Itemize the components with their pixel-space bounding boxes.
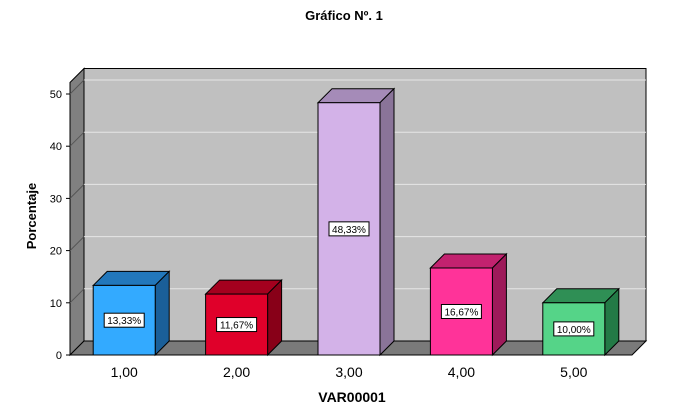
bar-side: [154, 270, 170, 357]
bar-side: [379, 87, 395, 357]
bar-side: [267, 278, 283, 357]
y-tick-label: 20: [50, 246, 62, 258]
bar: 11,67%: [204, 278, 283, 357]
bar: 13,33%: [91, 270, 171, 357]
y-tick-label: 40: [50, 141, 62, 153]
bar: 16,67%: [429, 252, 508, 357]
data-label-box: [103, 312, 145, 328]
y-tick-label: 50: [50, 89, 62, 101]
x-tick-label: 4,00: [448, 364, 475, 380]
grid-line-wall: [69, 288, 85, 304]
chart-title: Gráfico Nº. 1: [305, 8, 383, 23]
x-axis-ticks: 1,00 2,00 3,00 4,00 5,00: [111, 364, 588, 380]
grid-line-wall: [69, 184, 85, 199]
x-tick-label: 5,00: [560, 364, 587, 380]
bar: 48,33%: [316, 87, 396, 357]
grid-line-wall: [69, 79, 85, 95]
y-tick-label: 30: [50, 193, 62, 205]
y-axis-ticks: 0 10 20 30 40 50: [50, 89, 70, 362]
x-tick-label: 1,00: [111, 364, 138, 380]
y-tick-label: 10: [50, 298, 62, 310]
y-axis-label: Porcentaje: [24, 183, 39, 249]
bars: 13,33% 11,67% 48,33% 16,67% 10,00%: [91, 87, 621, 357]
data-label-box: [216, 317, 258, 333]
x-tick-label: 2,00: [223, 364, 250, 380]
data-label: 48,33%: [332, 225, 366, 236]
data-label-box: [440, 303, 482, 319]
plot-left-wall: [69, 67, 85, 357]
data-label: 11,67%: [220, 321, 253, 332]
data-label-box: [553, 321, 595, 337]
grid-line-wall: [69, 236, 85, 251]
y-tick-label: 0: [56, 350, 62, 362]
bar: 10,00%: [541, 287, 621, 357]
grid-line-wall: [69, 131, 85, 147]
x-axis-label: VAR00001: [318, 389, 386, 405]
bar-side: [491, 252, 507, 357]
data-label: 16,67%: [444, 307, 478, 318]
data-label: 10,00%: [557, 325, 591, 336]
x-tick-label: 3,00: [335, 364, 362, 380]
data-label: 13,33%: [107, 316, 141, 327]
data-label-box: [328, 221, 370, 237]
